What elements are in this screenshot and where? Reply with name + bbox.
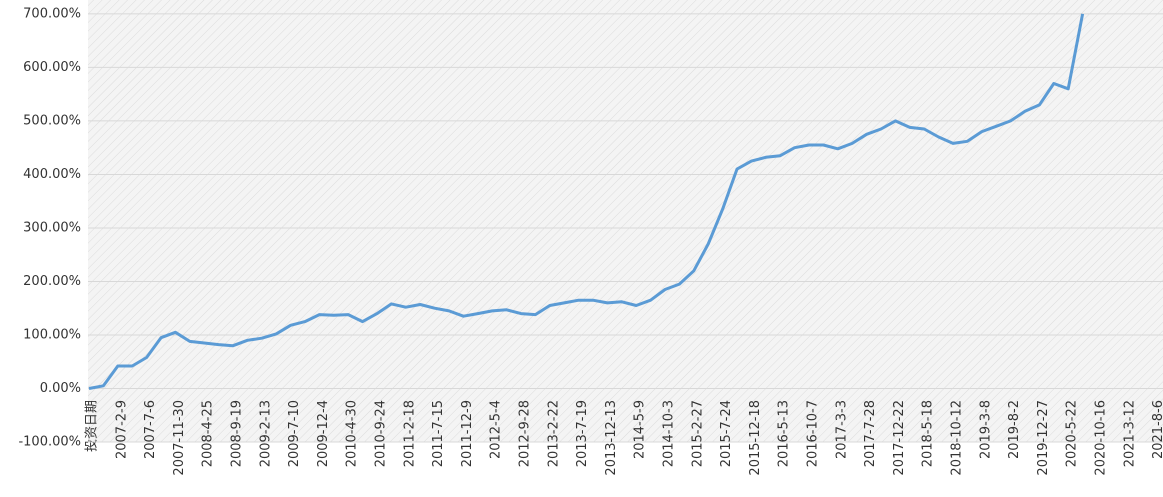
y-tick-label: 500.00%: [23, 113, 81, 128]
data-line: [88, 13, 1085, 390]
x-tick-label: 2009-2-13: [258, 400, 273, 467]
x-tick-label: 2015-7-24: [719, 400, 734, 467]
x-tick-label: 2015-2-27: [690, 400, 705, 467]
plot-background: [88, 0, 1163, 442]
x-tick-label: 2013-12-13: [604, 400, 619, 476]
x-tick-label: 2010-9-24: [374, 400, 389, 467]
x-tick-label: 2011-12-9: [460, 400, 475, 467]
x-tick-label: 2010-4-30: [345, 400, 360, 467]
x-tick-label: 2012-9-28: [518, 400, 533, 467]
x-tick-label: 2017-7-28: [863, 400, 878, 467]
x-tick-label: 2019-3-8: [978, 400, 993, 459]
x-tick-label: 2011-2-18: [402, 400, 417, 467]
x-tick-label: 2009-12-4: [316, 400, 331, 467]
x-tick-label: 2007-11-30: [172, 400, 187, 476]
x-tick-label: 2013-7-19: [575, 400, 590, 467]
x-tick-label: 2008-9-19: [230, 400, 245, 467]
x-axis-title: 投资日期: [84, 400, 100, 452]
y-tick-label: 100.00%: [23, 327, 81, 342]
y-tick-label: 0.00%: [40, 381, 81, 396]
x-tick-label: 2018-10-12: [950, 400, 965, 476]
x-tick-label: 2019-8-2: [1007, 400, 1022, 459]
x-tick-label: 2016-10-7: [806, 400, 821, 467]
y-tick-label: -100.00%: [18, 435, 81, 450]
x-tick-label: 2008-4-25: [201, 400, 216, 467]
x-tick-label: 2007-2-9: [114, 400, 129, 459]
x-tick-label: 2016-5-13: [777, 400, 792, 467]
x-tick-label: 2012-5-4: [489, 400, 504, 459]
x-tick-label: 2011-7-15: [431, 400, 446, 467]
x-tick-label: 2019-12-27: [1036, 400, 1051, 476]
x-tick-label: 2009-7-10: [287, 400, 302, 467]
x-tick-label: 2017-3-3: [834, 400, 849, 459]
y-tick-label: 200.00%: [23, 274, 81, 289]
y-tick-label: 300.00%: [23, 220, 81, 235]
x-tick-label: 2021-3-12: [1122, 400, 1137, 467]
x-tick-label: 2007-7-6: [143, 400, 158, 459]
x-tick-label: 2014-5-9: [633, 400, 648, 459]
y-tick-label: 600.00%: [23, 60, 81, 75]
x-tick-label: 2014-10-3: [662, 400, 677, 467]
x-tick-label: 2021-8-6: [1151, 400, 1163, 459]
y-tick-label: 700.00%: [23, 6, 81, 21]
x-tick-label: 2017-12-22: [892, 400, 907, 476]
x-tick-label: 2013-2-22: [546, 400, 561, 467]
y-tick-label: 400.00%: [23, 167, 81, 182]
x-tick-label: 2018-5-18: [921, 400, 936, 467]
x-tick-label: 2015-12-18: [748, 400, 763, 476]
x-tick-label: 2020-10-16: [1094, 400, 1109, 476]
x-tick-label: 2020-5-22: [1065, 400, 1080, 467]
